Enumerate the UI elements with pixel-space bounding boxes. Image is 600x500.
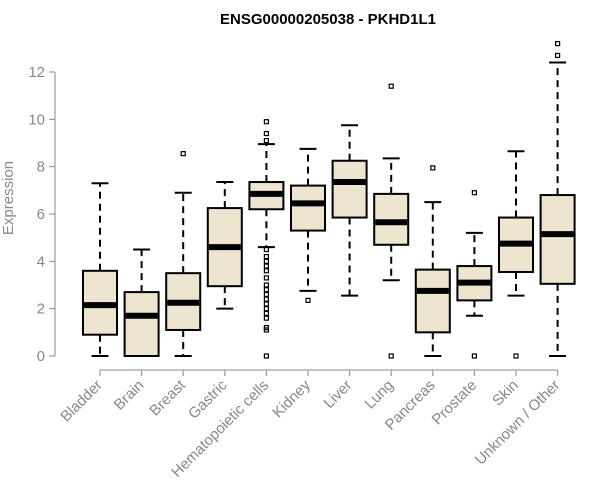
outlier-point	[513, 353, 519, 359]
y-axis: 0 2 4 6 8 10 12	[28, 64, 56, 365]
x-tick-label: Prostate	[429, 377, 481, 429]
outlier-point	[180, 151, 186, 157]
outlier-point	[263, 246, 269, 253]
iqr-box	[123, 291, 160, 358]
outlier-point	[305, 297, 311, 303]
y-tick-label: 10	[28, 111, 45, 128]
outlier-point	[263, 254, 269, 260]
y-axis-label: Expression	[0, 161, 17, 235]
outlier-point	[263, 310, 269, 316]
box-breast	[165, 151, 202, 357]
iqr-box	[539, 194, 576, 285]
outlier-point	[263, 138, 269, 144]
outlier-point	[263, 353, 269, 359]
outlier-point	[263, 119, 269, 125]
outlier-point	[263, 296, 269, 302]
iqr-box	[290, 184, 326, 232]
box-pancreas	[414, 165, 451, 357]
chart-title: ENSG00000205038 - PKHD1L1	[220, 11, 436, 28]
y-tick-label: 2	[37, 301, 45, 318]
x-tick-label: Kidney	[269, 376, 314, 421]
iqr-box	[414, 268, 451, 334]
x-tick-label: Breast	[146, 376, 189, 419]
box-liver	[331, 124, 368, 297]
outlier-point	[388, 353, 394, 359]
outlier-point	[263, 325, 269, 331]
outlier-point	[388, 83, 394, 89]
x-tick-label: Lung	[361, 377, 397, 413]
box-lung	[373, 83, 410, 359]
outlier-point	[263, 291, 269, 298]
y-tick-label: 4	[37, 253, 45, 270]
box-gastric	[206, 181, 243, 310]
iqr-box	[331, 159, 368, 219]
outlier-point	[430, 165, 436, 171]
outlier-point	[554, 52, 561, 59]
outlier-point	[554, 40, 561, 47]
y-tick-label: 6	[37, 206, 45, 223]
outlier-point	[471, 190, 477, 196]
outlier-point	[263, 268, 269, 274]
x-tick-label: Brain	[111, 377, 148, 414]
outlier-point	[471, 353, 477, 359]
outlier-point	[263, 275, 269, 281]
box-hematopoietic-cells	[248, 119, 285, 359]
outlier-point	[263, 306, 269, 312]
outlier-point	[263, 315, 269, 321]
box-kidney	[290, 147, 326, 303]
box-brain	[123, 248, 160, 358]
x-tick-label: Bladder	[57, 377, 106, 426]
y-tick-label: 8	[37, 159, 45, 176]
outlier-point	[263, 263, 269, 269]
box-unknown-other	[539, 40, 576, 357]
outlier-point	[263, 258, 269, 264]
y-tick-label: 0	[37, 348, 45, 365]
y-tick-label: 12	[28, 64, 45, 81]
outlier-point	[263, 301, 269, 307]
outlier-point	[263, 130, 269, 137]
outlier-point	[263, 282, 269, 288]
box-skin	[498, 150, 534, 359]
box-bladder	[82, 182, 118, 357]
outlier-point	[263, 287, 269, 293]
box-prostate	[456, 190, 493, 359]
x-tick-label: Liver	[320, 377, 355, 412]
x-tick-label: Skin	[489, 377, 522, 410]
plot-area	[82, 40, 576, 359]
